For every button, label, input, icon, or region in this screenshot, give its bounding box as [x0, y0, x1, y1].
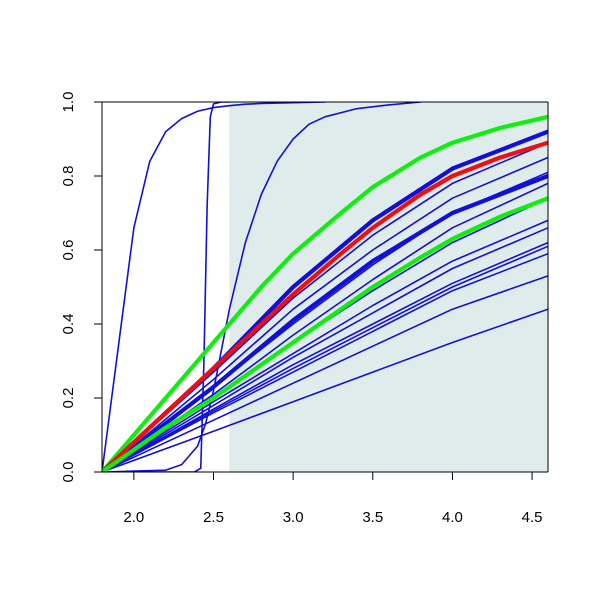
x-tick-label: 3.0: [283, 509, 304, 526]
x-tick-label: 2.5: [203, 509, 224, 526]
series-line-3-blue: [102, 102, 422, 472]
series-line-19-red: [102, 140, 548, 472]
x-tick-label: 3.5: [362, 509, 383, 526]
x-tick-label: 2.0: [123, 509, 144, 526]
plot-background: [229, 102, 548, 472]
x-tick-label: 4.0: [442, 509, 463, 526]
y-axis: 0.0 0.2 0.4 0.6 0.8 1.0: [60, 92, 102, 483]
x-tick-label: 4.5: [522, 509, 543, 526]
series-line-7-blue: [102, 245, 548, 472]
shaded-region: [229, 102, 548, 472]
series-line-6-blue: [102, 252, 548, 472]
series-line-20-green: [102, 196, 548, 472]
series-line-5-blue: [102, 275, 548, 472]
y-tick-label: 0.0: [60, 462, 77, 483]
series-line-1-blue: [102, 102, 326, 472]
plot-frame: [101, 101, 549, 473]
series-line-17-blue: [102, 173, 548, 472]
series-line-14-blue: [102, 156, 548, 472]
x-axis: 2.0 2.5 3.0 3.5 4.0 4.5: [123, 472, 543, 526]
series-line-10-blue: [102, 219, 548, 472]
series-line-8-blue: [102, 241, 548, 472]
series-line-18-green: [102, 114, 548, 472]
y-tick-label: 0.6: [60, 240, 77, 261]
y-tick-label: 1.0: [60, 92, 77, 113]
series-line-2-blue: [102, 102, 231, 472]
series-line-15-blue: [102, 141, 548, 472]
series-line-9-blue: [102, 227, 548, 472]
y-tick-label: 0.8: [60, 166, 77, 187]
series-layer: [102, 102, 548, 472]
series-line-4-blue: [102, 308, 548, 472]
y-tick-label: 0.2: [60, 388, 77, 409]
y-tick-label: 0.4: [60, 314, 77, 335]
